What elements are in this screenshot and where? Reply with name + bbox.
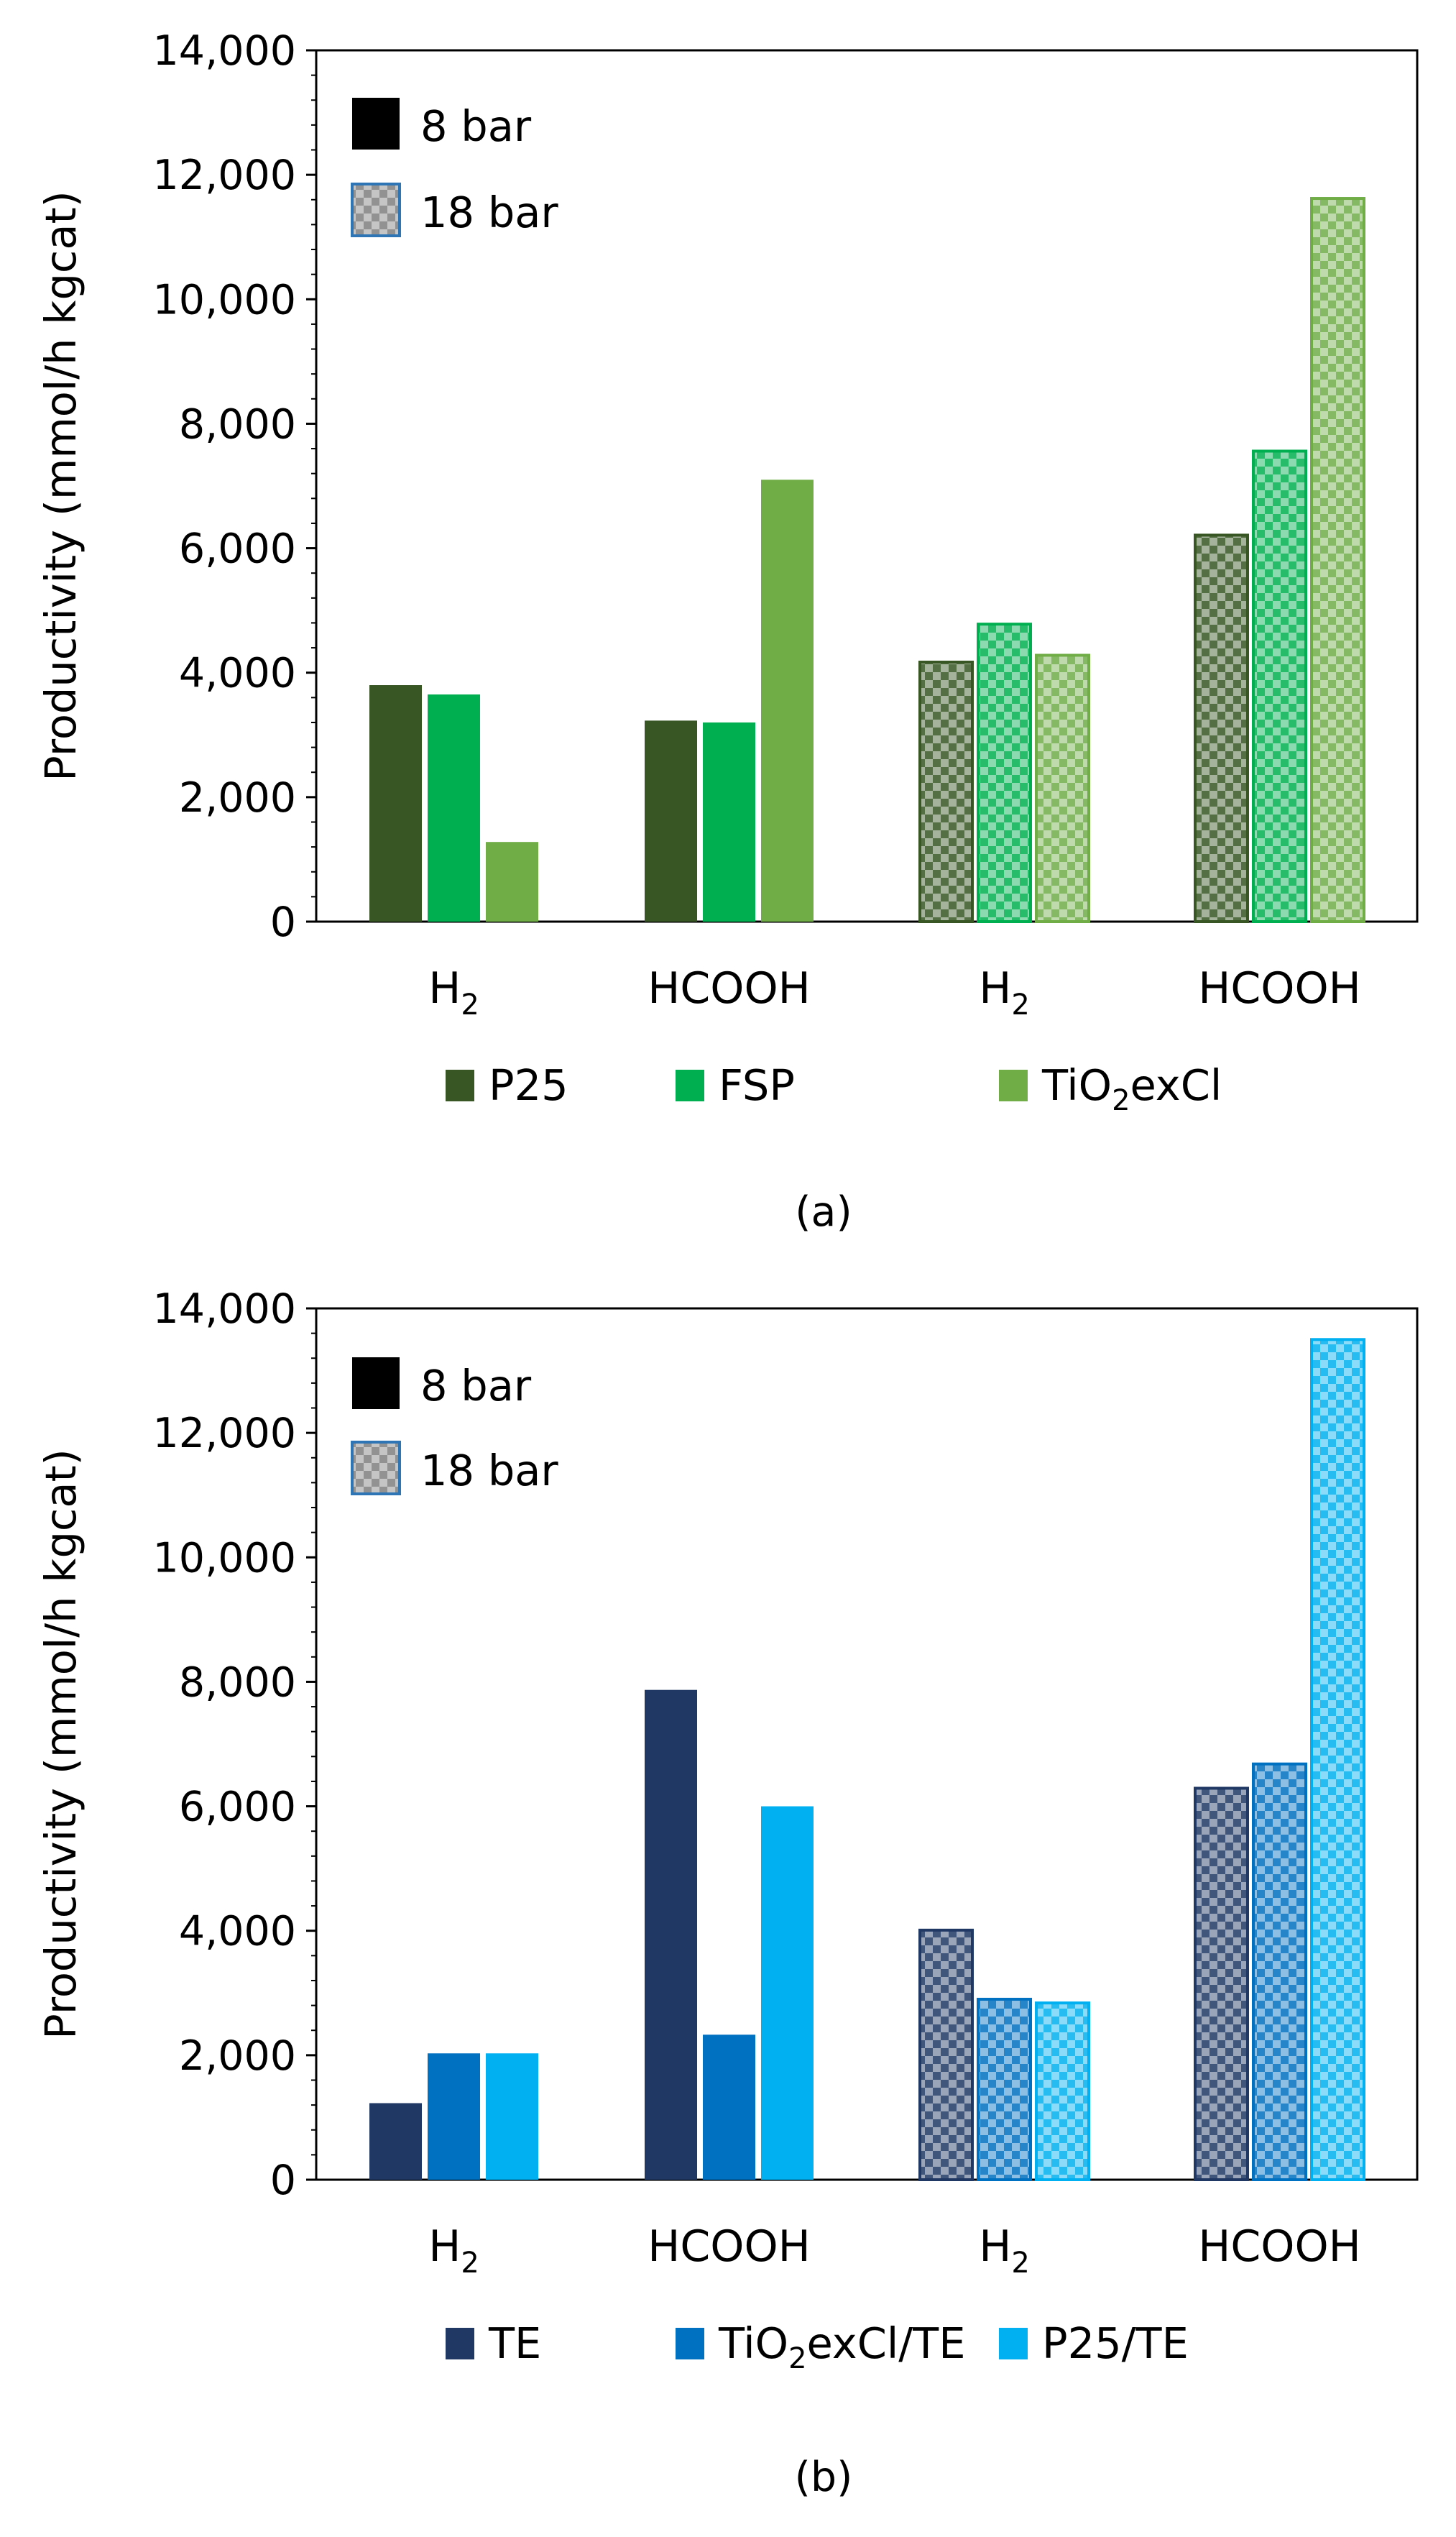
bar-FSP-1	[703, 722, 755, 922]
x-category-label: HCOOH	[1198, 2221, 1361, 2272]
y-tick-label: 8,000	[179, 400, 296, 448]
bar-TE-3	[1194, 1786, 1249, 2182]
y-tick-label: 2,000	[179, 2032, 296, 2080]
y-tick-label: 10,000	[153, 1534, 296, 1582]
pressure-legend-label: 8 bar	[420, 101, 532, 151]
bar-P25-1	[645, 720, 697, 922]
bar-TE-0	[369, 2103, 422, 2180]
bar-FSP-0	[428, 694, 480, 922]
bar-TiO2exCl/TE-2	[977, 1997, 1032, 2182]
series-legend-label: P25	[489, 1060, 568, 1110]
bar-P25/TE-1	[761, 1806, 814, 2180]
bar-TiO2exCl-2	[1035, 653, 1090, 924]
y-axis-title: Productivity (mmol/h kgcat)	[36, 1449, 86, 2039]
series-legend-swatch	[999, 1070, 1028, 1101]
bar-TiO2exCl-1	[761, 480, 814, 922]
plot-area	[315, 49, 1419, 923]
y-tick-label: 14,000	[153, 1285, 296, 1333]
y-tick-label: 4,000	[179, 650, 296, 697]
series-legend-swatch	[676, 1070, 704, 1101]
chart-panel-0: 0 2,000 4,000 6,000 8,000 10,000 12,000 14,000 P…	[36, 27, 1419, 1236]
series-legend-swatch	[676, 2328, 704, 2359]
bar-TiO2exCl-3	[1310, 197, 1365, 924]
series-legend-label: TiO2exCl/TE	[718, 2318, 965, 2375]
pressure-legend-swatch	[352, 1357, 400, 1409]
pressure-legend-swatch	[351, 183, 401, 237]
bar-FSP-3	[1252, 449, 1307, 923]
y-tick-label: 6,000	[179, 1784, 296, 1831]
series-legend-label: TiO2exCl	[1041, 1060, 1222, 1117]
bar-TiO2exCl/TE-1	[703, 2034, 755, 2180]
bar-TiO2exCl/TE-0	[428, 2053, 480, 2180]
y-tick-label: 12,000	[153, 152, 296, 199]
series-legend-label: P25/TE	[1042, 2318, 1189, 2368]
x-category-label: H2	[428, 2221, 479, 2280]
bar-P25-3	[1194, 533, 1249, 923]
series-legend-swatch	[446, 2328, 474, 2359]
y-tick-label: 8,000	[179, 1659, 296, 1706]
y-tick-label: 6,000	[179, 526, 296, 573]
bar-TE-2	[918, 1928, 974, 2182]
x-category-label: HCOOH	[648, 2221, 811, 2272]
series-legend-label: TE	[488, 2318, 541, 2368]
chart-panel-1: 0 2,000 4,000 6,000 8,000 10,000 12,000 14,000 P…	[36, 1285, 1419, 2501]
y-tick-label: 2,000	[179, 774, 296, 822]
bar-TiO2exCl-0	[486, 842, 538, 922]
y-tick-label: 10,000	[153, 276, 296, 324]
bar-P25-0	[369, 685, 422, 922]
panel-caption: (b)	[795, 2454, 853, 2501]
bar-P25-2	[918, 660, 974, 923]
pressure-legend-swatch	[352, 98, 400, 150]
plot-area	[315, 1307, 1419, 2181]
pressure-legend-label: 18 bar	[420, 1446, 558, 1495]
bar-TE-1	[645, 1689, 697, 2180]
y-tick-label: 0	[270, 2157, 296, 2204]
series-legend-label: FSP	[719, 1060, 795, 1110]
x-category-label: HCOOH	[1198, 963, 1361, 1014]
y-tick-label: 0	[270, 899, 296, 946]
bar-TiO2exCl/TE-3	[1252, 1762, 1307, 2181]
y-tick-label: 4,000	[179, 1908, 296, 1955]
pressure-legend-label: 18 bar	[420, 188, 558, 237]
bar-P25/TE-0	[486, 2053, 538, 2180]
y-tick-label: 14,000	[153, 27, 296, 75]
x-category-label: H2	[979, 2221, 1030, 2280]
bar-FSP-2	[977, 623, 1032, 924]
series-legend-swatch	[999, 2328, 1028, 2359]
panel-caption: (a)	[795, 1188, 852, 1236]
bar-P25/TE-2	[1035, 2001, 1090, 2182]
x-category-label: H2	[979, 963, 1030, 1022]
bar-P25/TE-3	[1310, 1338, 1365, 2181]
y-tick-label: 12,000	[153, 1410, 296, 1457]
series-legend-swatch	[446, 1070, 474, 1101]
y-axis-title: Productivity (mmol/h kgcat)	[36, 191, 86, 781]
pressure-legend-swatch	[351, 1441, 401, 1495]
x-category-label: H2	[428, 963, 479, 1022]
pressure-legend-label: 8 bar	[420, 1361, 532, 1410]
x-category-label: HCOOH	[648, 963, 811, 1014]
